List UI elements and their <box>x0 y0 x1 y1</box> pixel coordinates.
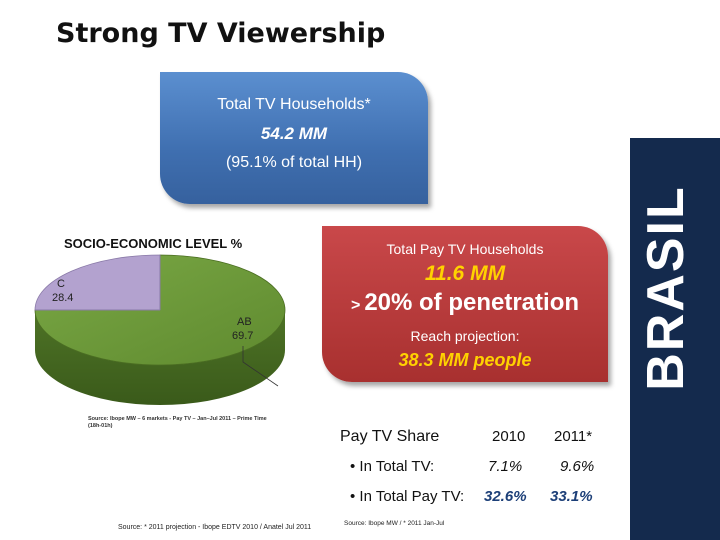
tv-households-label: Total TV Households* <box>217 96 371 113</box>
tv-households-box: Total TV Households* 54.2 MM (95.1% of t… <box>160 72 428 204</box>
socio-economic-pie <box>34 254 286 405</box>
share-row-total-tv: • In Total TV: <box>350 458 434 476</box>
pie-source-note: Source: Ibope MW – 6 markets - Pay TV – … <box>88 416 267 430</box>
slide-title: Strong TV Viewership <box>56 18 386 49</box>
share-total-tv-2010: 7.1% <box>488 458 523 475</box>
pie-slice-c <box>34 254 161 311</box>
pie-slice-ab-wall <box>35 310 285 405</box>
share-total-pay-2010: 32.6% <box>484 488 527 505</box>
reach-label: Reach projection: <box>410 328 520 344</box>
pie-ab-leader-line <box>242 346 279 387</box>
pie-value-ab: 69.7 <box>232 330 254 342</box>
footer-source-mid: Source: Ibope MW / * 2011 Jan-Jul <box>344 520 445 527</box>
reach-value: 38.3 MM people <box>398 350 532 370</box>
share-row-label: • In Total TV: <box>350 458 435 475</box>
pay-tv-households-box: Total Pay TV Households 11.6 MM >20% of … <box>322 226 608 382</box>
share-total-tv-2011: 9.6% <box>560 458 595 475</box>
brasil-banner-text: BRASIL <box>637 185 695 391</box>
share-row-total-pay-tv: • In Total Pay TV: <box>350 488 464 506</box>
penetration-text: 20% of penetration <box>364 289 580 316</box>
share-header-row: Pay TV Share <box>340 428 439 446</box>
share-row-label: • In Total Pay TV: <box>350 488 465 505</box>
pay-tv-value: 11.6 MM <box>424 262 506 285</box>
pie-slice-ab <box>34 254 286 366</box>
footer-source-left: Source: * 2011 projection - Ibope EDTV 2… <box>118 524 312 531</box>
share-total-pay-2011: 33.1% <box>550 488 593 505</box>
share-col-2011: 2011* <box>554 428 593 445</box>
pay-tv-penetration: >20% of penetration <box>322 289 608 317</box>
pie-label-c: C <box>57 278 65 290</box>
pie-title: SOCIO-ECONOMIC LEVEL % <box>64 236 243 251</box>
pie-value-c: 28.4 <box>52 292 74 304</box>
brasil-side-banner <box>630 138 720 540</box>
tv-households-note: (95.1% of total HH) <box>225 154 363 171</box>
share-col-2010: 2010 <box>492 428 526 445</box>
share-header-label: Pay TV Share <box>340 428 440 445</box>
penetration-prefix: > <box>350 297 361 314</box>
pie-label-ab: AB <box>237 316 252 328</box>
pay-tv-label: Total Pay TV Households <box>386 241 544 257</box>
tv-households-value: 54.2 MM <box>260 124 328 143</box>
